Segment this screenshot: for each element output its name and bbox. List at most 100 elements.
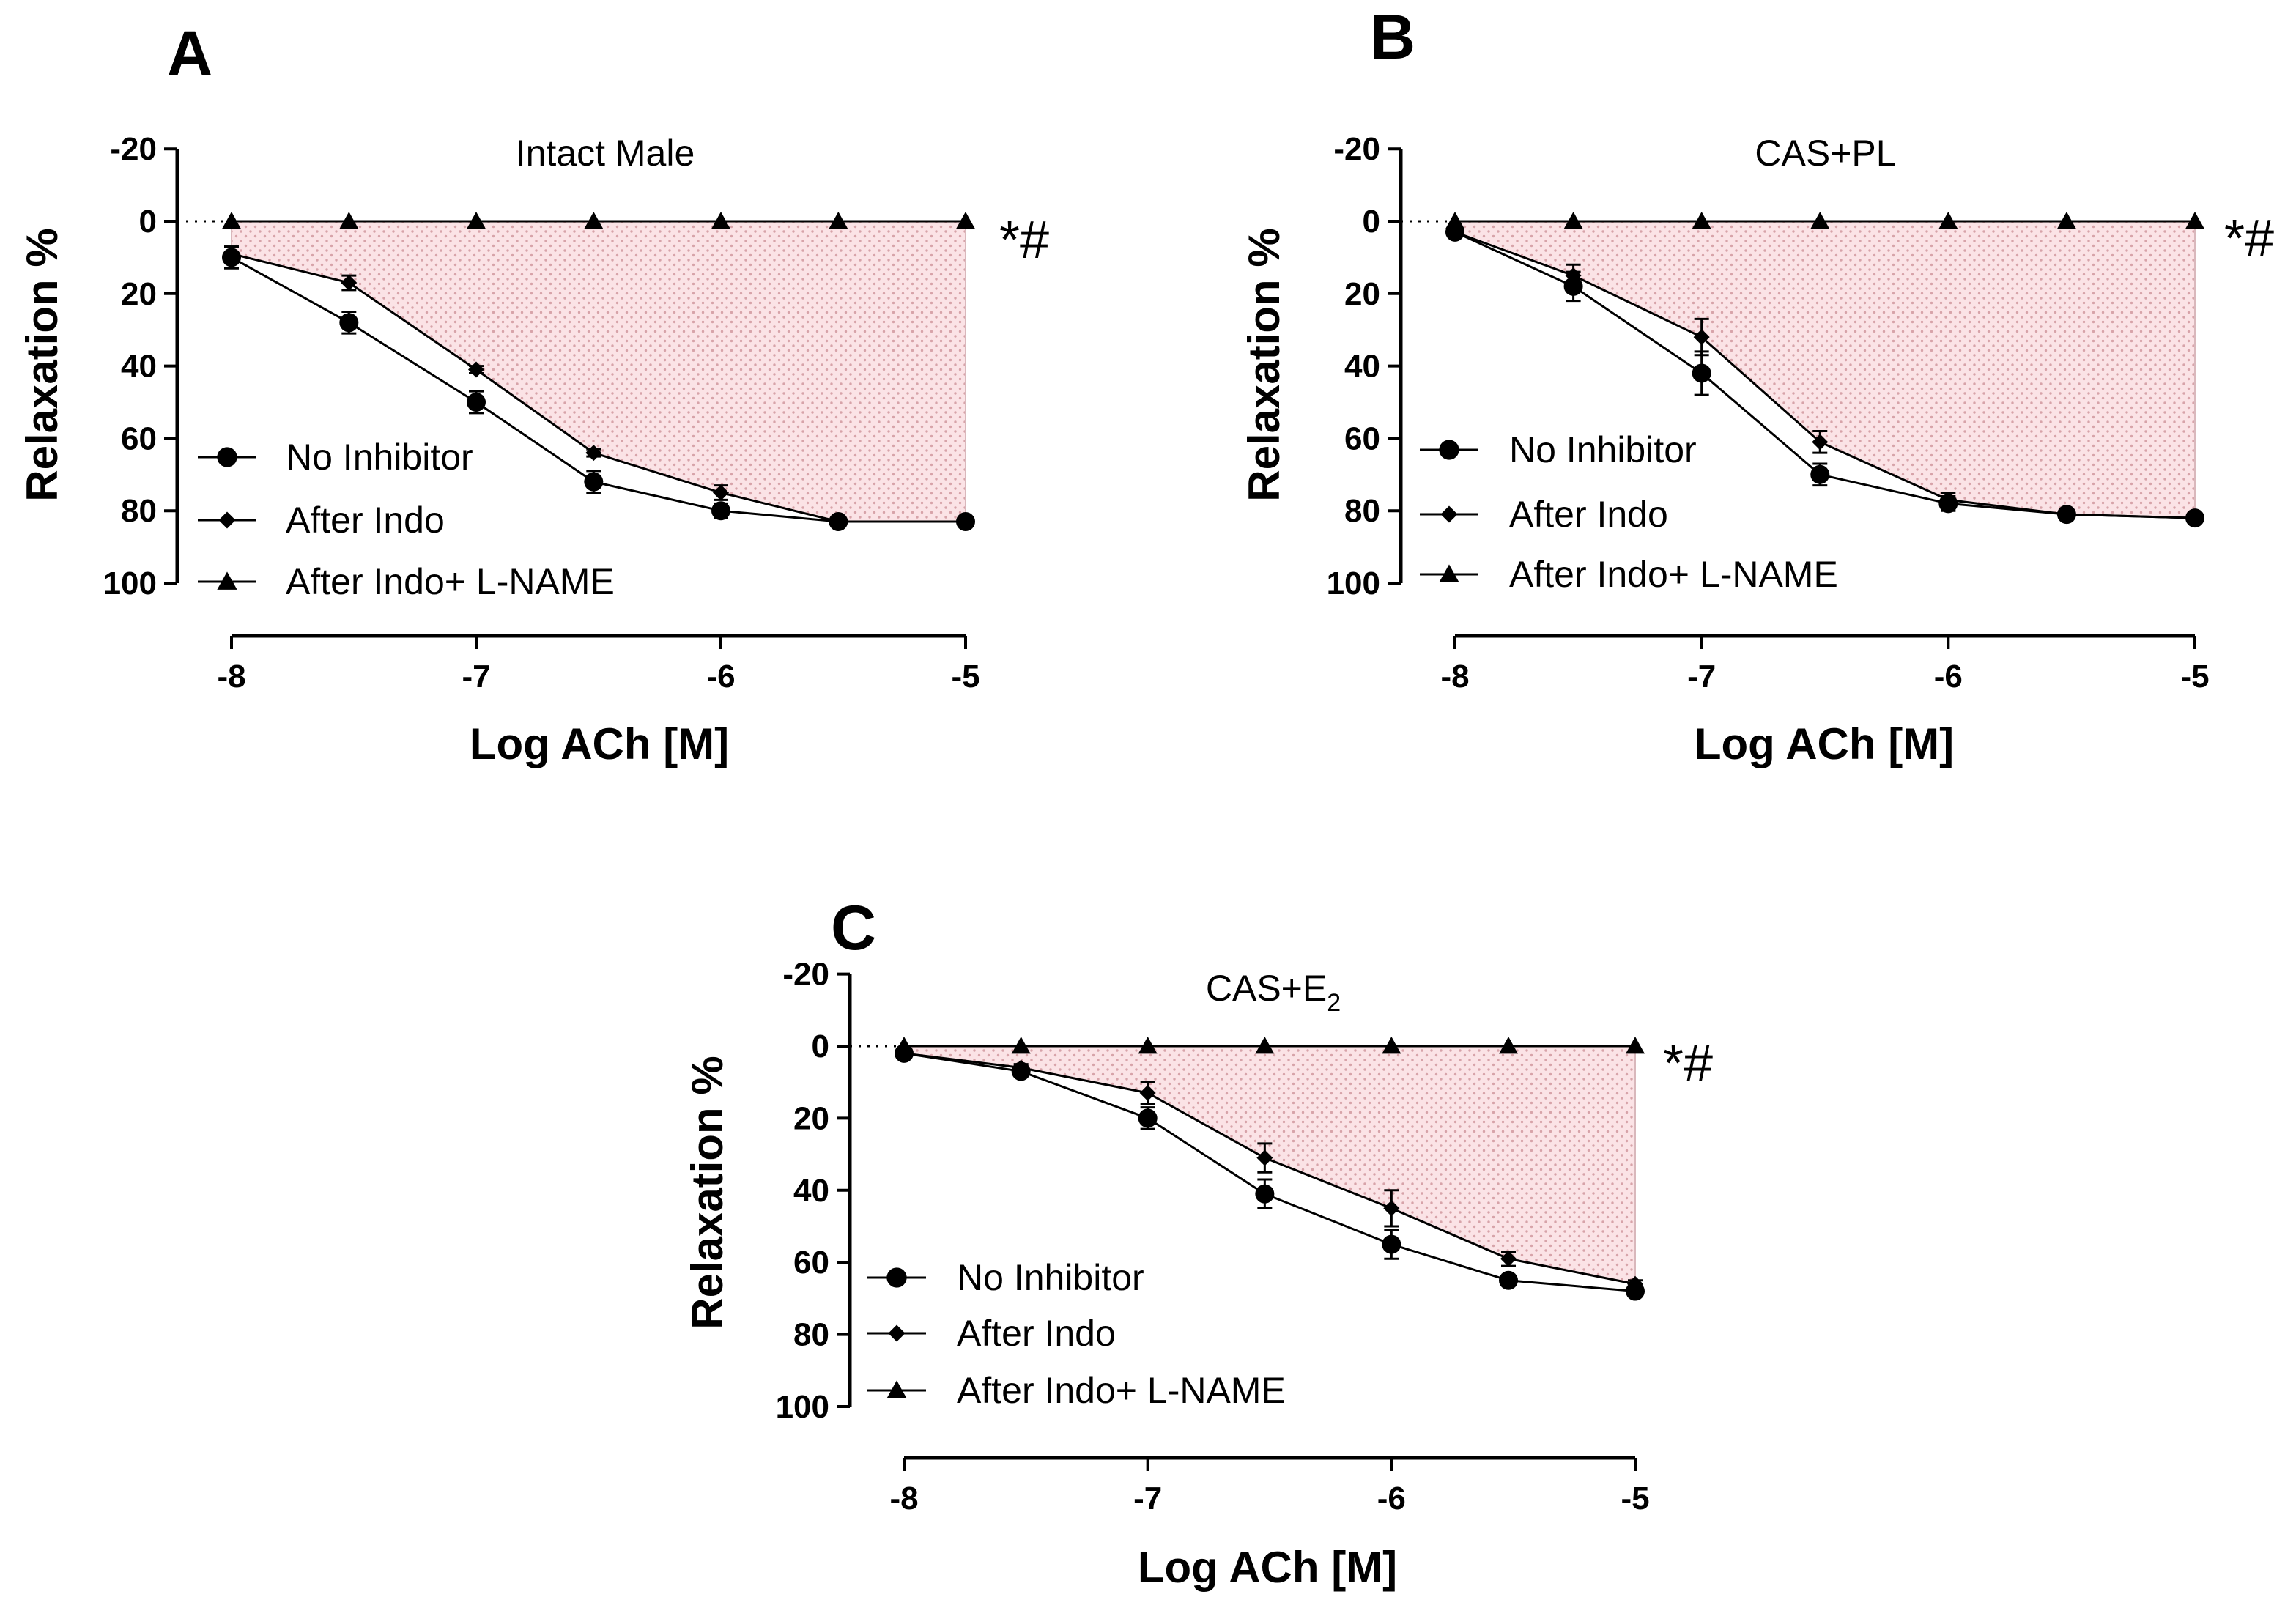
data-point-no-inhibitor-a: [467, 393, 486, 412]
data-point-no-inhibitor-a: [339, 313, 359, 333]
data-point-after-indo-l-name-b: [2056, 212, 2076, 229]
data-point-after-indo-a: [468, 361, 484, 378]
data-point-after-indo-l-name-c: [1626, 1037, 1645, 1054]
y-tick-label-c: 40: [793, 1173, 829, 1209]
legend-label-no-inhibitor-b: No Inhibitor: [1509, 429, 1697, 470]
legend-label-after-indo-lname-b: After Indo+ L-NAME: [1509, 554, 1838, 595]
data-point-after-indo-l-name-b: [1810, 212, 1830, 229]
y-tick-label-b: 100: [1327, 566, 1380, 601]
data-point-after-indo-l-name-a: [467, 212, 486, 229]
panel-b: B CAS+PL Relaxation % Log ACh [M] NO *# …: [1240, 2, 2274, 768]
x-axis-label-b: Log ACh [M]: [1695, 719, 1954, 768]
data-point-after-indo-l-name-c: [895, 1037, 914, 1054]
legend-label-after-indo-b: After Indo: [1509, 494, 1668, 535]
data-point-after-indo-l-name-a: [829, 212, 848, 229]
chart-title-a: Intact Male: [516, 133, 695, 174]
chart-title-c-main: CAS+E: [1206, 968, 1327, 1009]
x-tick-label-c: -7: [1133, 1481, 1162, 1516]
panel-letter-a: A: [167, 18, 212, 89]
y-tick-label-a: 80: [121, 493, 157, 529]
y-tick-label-a: 60: [121, 420, 157, 456]
data-point-no-inhibitor-c: [1138, 1108, 1158, 1128]
legend-label-after-indo-lname-a: After Indo+ L-NAME: [286, 561, 615, 602]
legend-marker-no-inhibitor-a: [217, 447, 237, 467]
legend-b: No Inhibitor After Indo After Indo+ L-NA…: [1509, 429, 1838, 595]
x-tick-label-c: -6: [1377, 1481, 1406, 1516]
legend-marker-after-indo-a: [218, 511, 236, 529]
x-tick-label-b: -7: [1687, 659, 1716, 694]
data-point-after-indo-b: [2058, 506, 2075, 523]
chart-title-c-subscript: 2: [1327, 989, 1341, 1017]
data-point-after-indo-l-name-c: [1499, 1037, 1519, 1054]
legend-label-no-inhibitor-a: No Inhibitor: [286, 437, 473, 478]
x-tick-label-a: -7: [462, 659, 490, 694]
y-tick-label-b: 0: [1363, 204, 1380, 240]
panel-c: C CAS+E2 Relaxation % Log ACh [M] NO *# …: [683, 893, 1713, 1592]
data-point-no-inhibitor-c: [1499, 1270, 1519, 1290]
y-tick-label-b: 40: [1344, 349, 1380, 385]
data-point-after-indo-l-name-b: [1445, 212, 1464, 229]
y-tick-label-b: 20: [1344, 276, 1380, 312]
data-point-no-inhibitor-a: [711, 501, 730, 521]
y-tick-label-a: 0: [139, 204, 157, 240]
legend-label-after-indo-lname-c: After Indo+ L-NAME: [957, 1370, 1286, 1411]
data-point-after-indo-l-name-a: [222, 212, 241, 229]
legend-marker-after-indo-l-name-a: [217, 571, 237, 590]
legend-marker-no-inhibitor-c: [886, 1267, 907, 1288]
y-tick-label-a: 100: [103, 566, 157, 601]
legend-marker-after-indo-l-name-b: [1439, 564, 1459, 582]
legend-a: No Inhibitor After Indo After Indo+ L-NA…: [286, 437, 615, 602]
data-point-after-indo-a: [341, 274, 358, 291]
y-tick-label-c: 100: [776, 1389, 829, 1425]
y-tick-label-c: 60: [793, 1245, 829, 1281]
legend-label-no-inhibitor-c: No Inhibitor: [957, 1257, 1144, 1298]
y-tick-label-a: -20: [110, 131, 157, 167]
data-point-after-indo-l-name-c: [1382, 1037, 1401, 1054]
x-axis-label-a: Log ACh [M]: [470, 719, 729, 768]
y-axis-label-b: Relaxation %: [1240, 228, 1289, 501]
legend-label-after-indo-c: After Indo: [957, 1313, 1116, 1354]
data-point-after-indo-l-name-a: [339, 212, 359, 229]
chart-title-b: CAS+PL: [1755, 133, 1896, 174]
x-tick-label-b: -8: [1440, 659, 1469, 694]
significance-marker-a: *#: [999, 211, 1049, 270]
data-point-after-indo-c: [1500, 1251, 1517, 1267]
data-point-after-indo-a: [958, 514, 974, 530]
data-point-no-inhibitor-b: [1692, 363, 1711, 383]
data-point-after-indo-b: [1940, 492, 1957, 508]
y-tick-label-a: 40: [121, 349, 157, 385]
y-tick-label-a: 20: [121, 276, 157, 312]
plot-area-a: -20 0 20 40 60 80 100 -8 -7 -6 -5: [103, 131, 980, 694]
data-point-after-indo-c: [1139, 1084, 1156, 1101]
y-tick-label-b: 60: [1344, 420, 1380, 456]
data-point-after-indo-a: [223, 245, 240, 262]
legend-marker-after-indo-l-name-c: [886, 1380, 907, 1398]
data-point-after-indo-l-name-b: [1692, 212, 1711, 229]
x-axis-label-c: Log ACh [M]: [1138, 1543, 1397, 1592]
x-tick-label-c: -8: [889, 1481, 918, 1516]
legend-label-after-indo-a: After Indo: [286, 500, 445, 541]
legend-marker-no-inhibitor-b: [1439, 440, 1459, 460]
x-tick-label-a: -5: [951, 659, 979, 694]
x-tick-label-b: -5: [2180, 659, 2209, 694]
data-point-after-indo-l-name-c: [1138, 1037, 1158, 1054]
x-tick-label-a: -8: [217, 659, 245, 694]
data-point-after-indo-a: [713, 484, 729, 501]
data-point-no-inhibitor-c: [1382, 1234, 1401, 1254]
chart-title-c: CAS+E2: [1206, 968, 1341, 1017]
data-point-after-indo-b: [2187, 510, 2203, 527]
y-tick-label-c: 80: [793, 1317, 829, 1353]
x-tick-label-a: -6: [706, 659, 735, 694]
legend-marker-after-indo-b: [1440, 505, 1458, 523]
data-point-after-indo-b: [1693, 329, 1710, 346]
legend-marker-after-indo-c: [888, 1324, 906, 1342]
data-point-after-indo-l-name-a: [956, 212, 975, 229]
panel-letter-b: B: [1370, 2, 1415, 73]
panel-a: A Intact Male Relaxation % Log ACh [M] N…: [18, 18, 1049, 768]
y-tick-label-b: -20: [1333, 131, 1380, 167]
data-point-after-indo-l-name-a: [711, 212, 730, 229]
data-point-no-inhibitor-c: [1255, 1184, 1275, 1204]
significance-marker-b: *#: [2224, 210, 2274, 268]
plot-area-c: -20 0 20 40 60 80 100 -8 -7 -6 -5: [776, 957, 1650, 1516]
